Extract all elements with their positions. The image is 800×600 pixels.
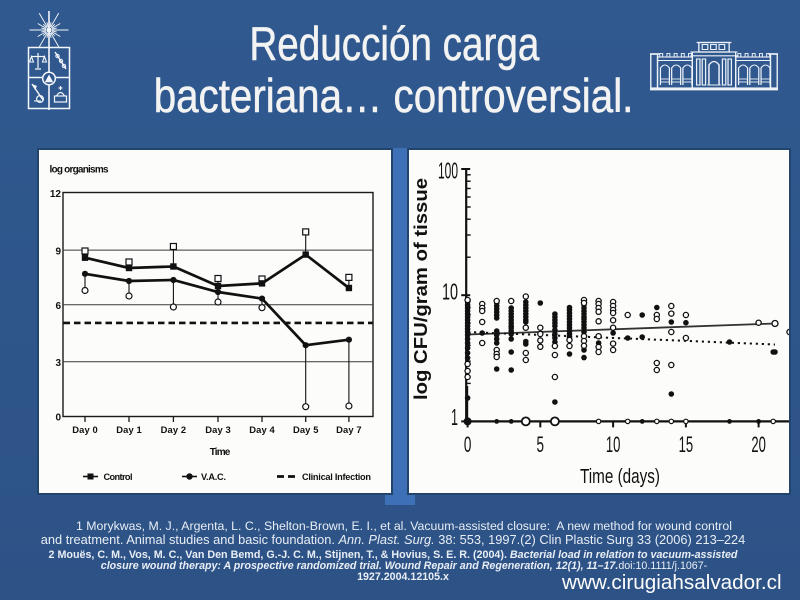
svg-text:Day 4: Day 4 [249, 424, 275, 435]
svg-text:9: 9 [55, 247, 61, 258]
svg-text:6: 6 [55, 301, 61, 312]
svg-text:5: 5 [537, 432, 545, 457]
svg-text:Day 5: Day 5 [293, 424, 319, 435]
svg-text:Time (days): Time (days) [580, 466, 660, 488]
svg-text:12: 12 [50, 189, 62, 200]
svg-text:Clinical Infection: Clinical Infection [302, 472, 371, 482]
svg-text:Day 7: Day 7 [336, 424, 362, 435]
svg-text:V.A.C.: V.A.C. [201, 472, 226, 482]
svg-text:0: 0 [55, 413, 61, 424]
svg-text:100: 100 [438, 158, 458, 184]
svg-text:10: 10 [442, 279, 458, 305]
svg-text:log organisms: log organisms [50, 165, 109, 176]
svg-text:Day 0: Day 0 [72, 424, 98, 435]
svg-text:10: 10 [606, 432, 621, 457]
svg-text:log CFU/gram of tissue: log CFU/gram of tissue [410, 178, 431, 400]
svg-text:Day 1: Day 1 [116, 424, 142, 435]
svg-text:Day 2: Day 2 [161, 424, 187, 435]
svg-text:Day 3: Day 3 [205, 424, 231, 435]
svg-text:15: 15 [679, 432, 694, 457]
svg-text:1: 1 [451, 404, 458, 430]
svg-text:Time: Time [210, 447, 231, 458]
svg-text:0: 0 [464, 432, 472, 457]
svg-text:3: 3 [55, 358, 61, 369]
svg-text:20: 20 [751, 432, 766, 457]
svg-text:Control: Control [104, 472, 133, 482]
